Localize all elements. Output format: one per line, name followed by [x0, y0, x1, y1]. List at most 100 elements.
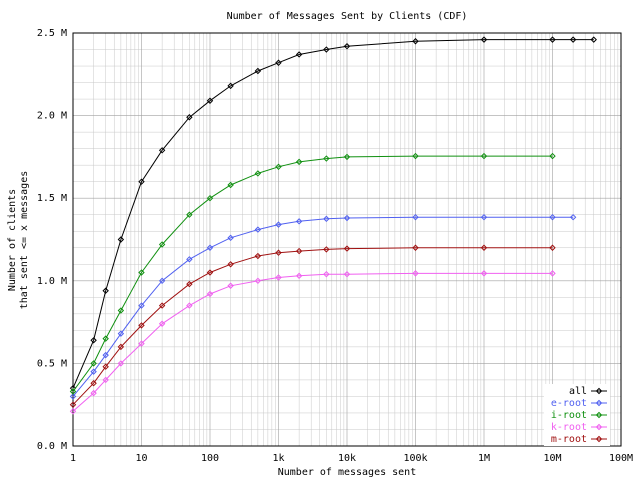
data-point	[117, 360, 125, 367]
data-point	[412, 270, 419, 277]
data-point	[549, 244, 556, 251]
data-point	[480, 213, 488, 221]
data-point	[343, 214, 351, 222]
data-point	[138, 178, 145, 185]
data-point	[117, 343, 125, 351]
y-tick-label: 1.0 M	[37, 276, 67, 287]
series-line	[72, 39, 594, 389]
data-point	[412, 152, 419, 160]
data-point	[590, 36, 597, 43]
data-point	[323, 215, 330, 223]
data-point	[227, 181, 234, 189]
legend-label: m-root	[551, 434, 587, 445]
x-tick-label: 100k	[403, 453, 427, 464]
x-axis-label: Number of messages sent	[278, 467, 416, 478]
data-point	[158, 302, 166, 309]
data-point	[206, 269, 214, 276]
data-point	[275, 221, 282, 228]
y-tick-label: 0.5 M	[37, 358, 67, 369]
data-point	[186, 256, 193, 263]
data-point	[295, 158, 303, 166]
data-point	[412, 38, 419, 45]
data-point	[343, 270, 351, 278]
data-point	[254, 170, 262, 177]
legend-label: all	[569, 386, 587, 397]
data-point	[227, 234, 234, 242]
data-point	[254, 252, 262, 260]
data-point	[343, 245, 351, 252]
data-point	[117, 307, 125, 314]
x-tick-label: 10M	[543, 453, 561, 464]
data-point	[138, 322, 145, 329]
legend-label: i-root	[551, 410, 587, 421]
data-point	[206, 97, 214, 104]
data-point	[275, 249, 282, 256]
legend-marker	[595, 399, 603, 407]
data-point	[227, 261, 234, 268]
data-point	[102, 351, 109, 359]
data-point	[102, 363, 109, 370]
data-point	[69, 393, 77, 400]
data-point	[227, 282, 234, 289]
data-point	[549, 213, 556, 221]
data-point	[158, 241, 166, 248]
data-point	[206, 290, 214, 298]
legend-marker	[595, 423, 603, 431]
data-point	[323, 46, 330, 53]
data-point	[295, 247, 303, 255]
data-point	[186, 114, 193, 121]
data-point	[186, 280, 193, 288]
chart-title: Number of Messages Sent by Clients (CDF)	[227, 11, 468, 22]
legend-marker	[595, 387, 603, 395]
data-point	[323, 155, 330, 162]
data-point	[480, 270, 488, 277]
data-point	[138, 269, 145, 276]
x-tick-label: 100M	[609, 453, 633, 464]
series-line	[72, 247, 553, 406]
data-point	[275, 163, 282, 171]
data-point	[117, 330, 125, 337]
series-line	[72, 216, 574, 397]
x-tick-label: 10	[135, 453, 147, 464]
data-point	[206, 244, 214, 251]
series-line	[72, 155, 553, 392]
plot-frame	[72, 32, 622, 447]
data-point	[206, 194, 214, 202]
data-point	[343, 43, 351, 50]
data-point	[480, 152, 488, 160]
y-axis-label: that sent <= x messages	[19, 171, 30, 309]
y-tick-label: 2.0 M	[37, 111, 67, 122]
series-line	[72, 272, 553, 412]
y-tick-label: 2.5 M	[37, 28, 67, 39]
data-point	[549, 270, 556, 277]
data-point	[295, 218, 303, 225]
y-tick-label: 0.0 M	[37, 441, 67, 452]
data-point	[90, 368, 97, 375]
data-point	[323, 270, 330, 278]
data-point	[569, 213, 577, 221]
data-point	[549, 36, 556, 43]
data-point	[323, 246, 330, 253]
data-point	[102, 335, 109, 342]
data-point	[102, 287, 109, 294]
data-point	[69, 388, 77, 395]
data-point	[295, 272, 303, 280]
data-point	[90, 337, 97, 344]
data-point	[90, 380, 97, 387]
y-axis-label: Number of clients	[7, 189, 18, 291]
data-point	[569, 36, 577, 43]
data-point	[412, 213, 419, 221]
data-point	[158, 147, 166, 154]
data-point	[254, 277, 262, 285]
data-point	[343, 153, 351, 161]
data-point	[254, 67, 262, 75]
data-point	[158, 277, 166, 285]
data-point	[186, 211, 193, 218]
data-point	[102, 376, 109, 384]
legend-marker	[595, 411, 603, 419]
x-tick-label: 100	[201, 453, 219, 464]
data-point	[138, 340, 145, 347]
x-tick-label: 1M	[478, 453, 490, 464]
data-point	[412, 244, 419, 251]
data-point	[69, 401, 77, 408]
